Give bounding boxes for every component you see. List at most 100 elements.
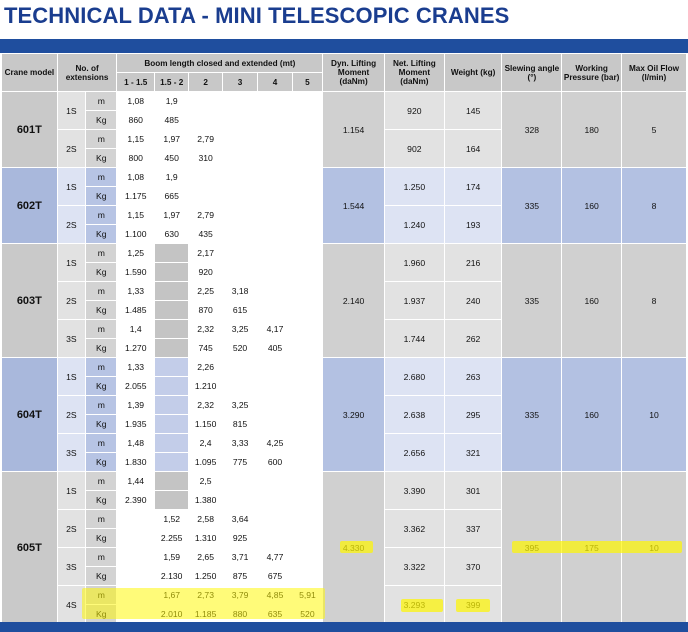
boom-value-cell bbox=[291, 186, 324, 206]
boom-value-cell bbox=[116, 547, 155, 567]
boom-value-cell: 405 bbox=[257, 338, 293, 358]
weight-cell: 295 bbox=[443, 395, 503, 434]
boom-value-cell: 775 bbox=[221, 452, 259, 472]
boom-value-cell bbox=[291, 452, 324, 472]
boom-value-cell bbox=[291, 300, 324, 320]
boom-value-cell bbox=[291, 167, 324, 187]
boom-value-cell: 3,33 bbox=[221, 433, 259, 453]
boom-value-cell: 600 bbox=[257, 452, 293, 472]
boom-value-cell bbox=[291, 566, 324, 586]
oil-flow-cell: 10 bbox=[621, 357, 687, 472]
boom-value-cell: 1.380 bbox=[188, 490, 223, 510]
boom-value-cell: 2,79 bbox=[188, 205, 223, 225]
table-row: 603T 1S m 1,25 2,17 2.140 1.960 216 335 160 8 bbox=[1, 243, 687, 358]
oil-flow-cell: 8 bbox=[621, 167, 687, 244]
extension-cell: 1S bbox=[56, 91, 87, 130]
boom-value-cell bbox=[153, 490, 190, 510]
unit-cell: m bbox=[85, 547, 118, 567]
boom-value-cell bbox=[291, 262, 324, 282]
header-bar bbox=[0, 39, 688, 53]
boom-value-cell: 1.210 bbox=[188, 376, 223, 396]
boom-value-cell: 2,65 bbox=[188, 547, 223, 567]
crane-model-cell: 601T bbox=[1, 91, 58, 168]
boom-value-cell: 2,79 bbox=[188, 129, 223, 149]
extension-cell: 1S bbox=[56, 167, 87, 206]
extension-cell: 3S bbox=[56, 319, 87, 358]
unit-cell: Kg bbox=[85, 376, 118, 396]
weight-cell: 193 bbox=[443, 205, 503, 244]
boom-value-cell: 1.310 bbox=[188, 528, 223, 548]
dyn-moment-cell: 1.544 bbox=[322, 167, 385, 244]
boom-value-cell: 870 bbox=[188, 300, 223, 320]
weight-cell: 145 bbox=[443, 91, 503, 130]
boom-value-cell: 1.270 bbox=[116, 338, 155, 358]
weight-cell: 174 bbox=[443, 167, 503, 206]
extension-cell: 2S bbox=[56, 129, 87, 168]
boom-value-cell: 2,4 bbox=[188, 433, 223, 453]
boom-value-cell: 1.100 bbox=[116, 224, 155, 244]
unit-cell: m bbox=[85, 281, 118, 301]
boom-value-cell bbox=[291, 129, 324, 149]
boom-value-cell bbox=[291, 319, 324, 339]
boom-value-cell: 4,25 bbox=[257, 433, 293, 453]
header-net-moment: Net. Lifting Moment (daNm) bbox=[383, 53, 445, 92]
boom-value-cell bbox=[291, 243, 324, 263]
net-moment-cell: 3.362 bbox=[383, 509, 445, 548]
pressure-cell: 180 bbox=[561, 91, 623, 168]
crane-model-cell: 605T bbox=[1, 471, 58, 624]
boom-value-cell: 3,71 bbox=[221, 547, 259, 567]
boom-value-cell: 2,25 bbox=[188, 281, 223, 301]
net-moment-cell: 1.744 bbox=[383, 319, 445, 358]
unit-cell: Kg bbox=[85, 528, 118, 548]
slewing-cell: 335 bbox=[501, 357, 563, 472]
boom-value-cell bbox=[291, 395, 324, 415]
table-row: 2S m 1,15 1,97 2,79 1.240 193 bbox=[2, 205, 687, 244]
boom-value-cell: 860 bbox=[116, 110, 155, 130]
unit-cell: Kg bbox=[85, 148, 118, 168]
boom-value-cell: 1,25 bbox=[116, 243, 155, 263]
boom-value-cell bbox=[291, 338, 324, 358]
boom-value-cell bbox=[257, 300, 293, 320]
boom-value-cell: 4,17 bbox=[257, 319, 293, 339]
crane-model-cell: 603T bbox=[1, 243, 58, 358]
boom-value-cell: 3,18 bbox=[221, 281, 259, 301]
boom-value-cell bbox=[153, 281, 190, 301]
net-moment-cell: 902 bbox=[383, 129, 445, 168]
unit-cell: Kg bbox=[85, 110, 118, 130]
boom-value-cell: 615 bbox=[221, 300, 259, 320]
boom-value-cell bbox=[257, 490, 293, 510]
table-row: Kg 1.270 745 520 405 bbox=[2, 338, 687, 358]
table-row: Kg 2.390 1.380 bbox=[2, 490, 687, 510]
table-row: 3S m 1,59 2,65 3,71 4,77 3.322 370 bbox=[2, 547, 687, 586]
boom-value-cell bbox=[221, 490, 259, 510]
boom-value-cell bbox=[257, 414, 293, 434]
dyn-moment-cell: 4.330 bbox=[322, 471, 385, 624]
table-row: 2S m 1,15 1,97 2,79 902 164 bbox=[2, 129, 687, 168]
weight-cell: 164 bbox=[443, 129, 503, 168]
boom-value-cell bbox=[257, 281, 293, 301]
boom-value-cell bbox=[116, 566, 155, 586]
boom-value-cell bbox=[221, 186, 259, 206]
boom-col-header: 3 bbox=[221, 72, 259, 92]
boom-value-cell bbox=[257, 509, 293, 529]
boom-value-cell bbox=[116, 509, 155, 529]
highlight-weight-605t-4s bbox=[456, 599, 490, 612]
net-moment-cell: 2.680 bbox=[383, 357, 445, 396]
boom-value-cell: 1.830 bbox=[116, 452, 155, 472]
net-moment-cell: 1.960 bbox=[383, 243, 445, 282]
boom-value-cell: 4,77 bbox=[257, 547, 293, 567]
unit-cell: m bbox=[85, 433, 118, 453]
boom-value-cell: 2,17 bbox=[188, 243, 223, 263]
boom-value-cell: 815 bbox=[221, 414, 259, 434]
boom-value-cell bbox=[257, 110, 293, 130]
extension-cell: 3S bbox=[56, 433, 87, 472]
dyn-moment-cell: 2.140 bbox=[322, 243, 385, 358]
boom-col-header: 4 bbox=[257, 72, 293, 92]
boom-value-cell bbox=[291, 224, 324, 244]
boom-value-cell: 1,44 bbox=[116, 471, 155, 491]
weight-cell: 370 bbox=[443, 547, 503, 586]
unit-cell: Kg bbox=[85, 566, 118, 586]
net-moment-cell: 920 bbox=[383, 91, 445, 130]
boom-col-header: 2 bbox=[188, 72, 223, 92]
boom-value-cell bbox=[153, 262, 190, 282]
